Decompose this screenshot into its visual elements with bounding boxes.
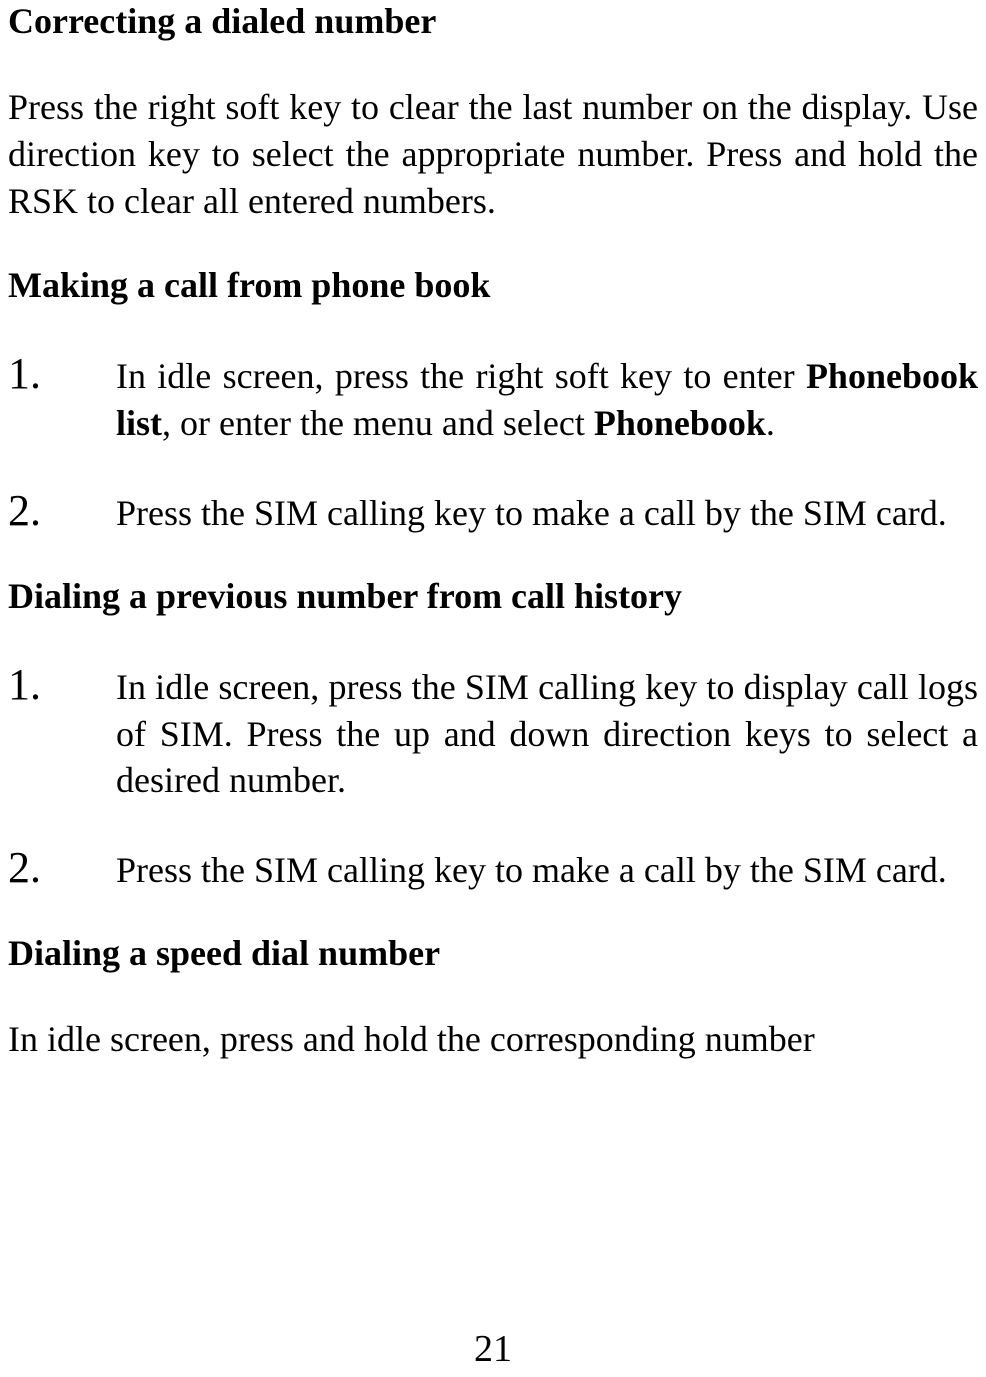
callhistory-steps-list: 1. In idle screen, press the SIM calling… — [8, 659, 978, 894]
callhistory-step-1: 1. In idle screen, press the SIM calling… — [8, 659, 978, 804]
callhistory-step-2: 2. Press the SIM calling key to make a c… — [8, 842, 978, 894]
step-text: In idle screen, press the right soft key… — [116, 353, 978, 447]
step-number: 2. — [8, 842, 116, 893]
step-number: 1. — [8, 348, 116, 399]
heading-speed-dial: Dialing a speed dial number — [8, 932, 978, 974]
heading-call-history: Dialing a previous number from call hist… — [8, 575, 978, 617]
step-text: Press the SIM calling key to make a call… — [116, 847, 978, 894]
step-text: In idle screen, press the SIM calling ke… — [116, 664, 978, 804]
step-text: Press the SIM calling key to make a call… — [116, 490, 978, 537]
paragraph-correcting: Press the right soft key to clear the la… — [8, 84, 978, 224]
phonebook-step-2: 2. Press the SIM calling key to make a c… — [8, 485, 978, 537]
page-number: 21 — [474, 1327, 512, 1371]
step-number: 1. — [8, 659, 116, 710]
paragraph-speed-dial: In idle screen, press and hold the corre… — [8, 1016, 978, 1063]
heading-correcting-number: Correcting a dialed number — [8, 0, 978, 42]
step-number: 2. — [8, 485, 116, 536]
heading-phonebook-call: Making a call from phone book — [8, 264, 978, 306]
phonebook-step-1: 1. In idle screen, press the right soft … — [8, 348, 978, 447]
phonebook-steps-list: 1. In idle screen, press the right soft … — [8, 348, 978, 536]
